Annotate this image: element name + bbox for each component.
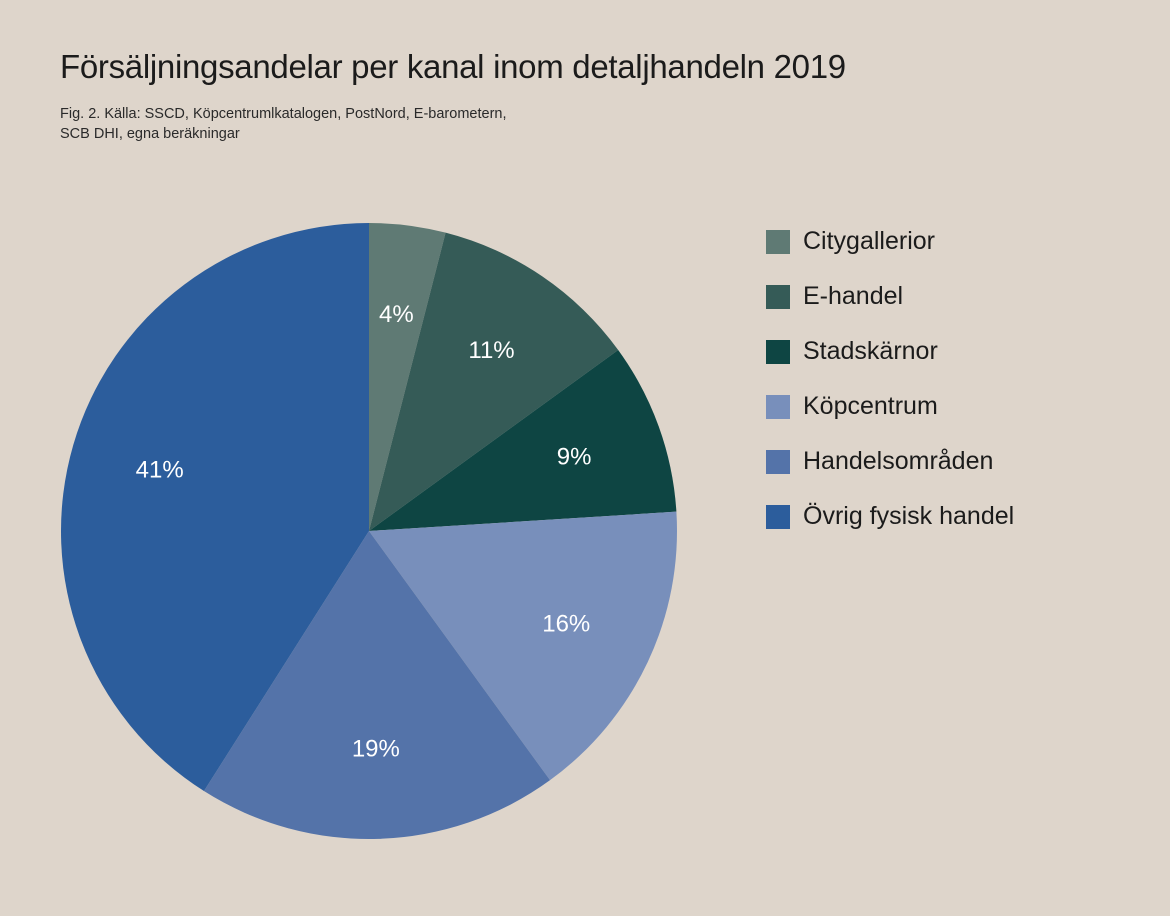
chart-caption: Fig. 2. Källa: SSCD, Köpcentrumlkataloge…: [60, 104, 506, 144]
legend-label-citygallerior: Citygallerior: [803, 227, 935, 255]
pie-slice-kopcentrum: [369, 511, 677, 781]
legend-item-handelsomraden: Handelsområden: [766, 434, 1014, 489]
pie-slice-e-handel: [369, 232, 619, 531]
slice-label-citygallerior: 4%: [379, 301, 414, 328]
legend-swatch-kopcentrum: [766, 394, 790, 419]
legend-swatch-stadskarnor: [766, 339, 790, 364]
pie-slice-ovrig-fysisk-handel: [60, 223, 369, 792]
legend-item-ovrig-fysisk-handel: Övrig fysisk handel: [766, 489, 1014, 544]
legend-item-stadskarnor: Stadskärnor: [766, 324, 1014, 379]
legend-label-e-handel: E-handel: [803, 282, 904, 310]
legend-label-ovrig-fysisk-handel: Övrig fysisk handel: [803, 502, 1015, 530]
legend-item-kopcentrum: Köpcentrum: [766, 379, 1014, 434]
pie-slice-citygallerior: [369, 223, 446, 531]
caption-line-2: SCB DHI, egna beräkningar: [60, 126, 240, 142]
caption-line-1: Fig. 2. Källa: SSCD, Köpcentrumlkataloge…: [60, 106, 507, 122]
legend-swatch-handelsomraden: [766, 449, 790, 474]
slice-label-stadskarnor: 9%: [557, 444, 592, 471]
legend-item-e-handel: E-handel: [766, 269, 1014, 324]
legend-swatch-ovrig-fysisk-handel: [766, 504, 790, 529]
legend-label-kopcentrum: Köpcentrum: [803, 392, 938, 420]
legend-swatch-citygallerior: [766, 229, 790, 254]
pie-slice-handelsomraden: [203, 531, 551, 839]
pie-slice-stadskarnor: [369, 349, 677, 531]
legend-label-stadskarnor: Stadskärnor: [803, 337, 938, 365]
legend-item-citygallerior: Citygallerior: [766, 214, 1014, 269]
legend-label-handelsomraden: Handelsområden: [803, 447, 994, 475]
slice-label-ovrig-fysisk-handel: 41%: [136, 457, 184, 484]
chart-legend: Citygallerior E-handel Stadskärnor Köpcentr…: [766, 214, 1014, 544]
slice-label-e-handel: 11%: [468, 337, 514, 364]
legend-swatch-e-handel: [766, 284, 790, 309]
slice-label-handelsomraden: 19%: [352, 735, 400, 762]
chart-title: Försäljningsandelar per kanal inom detal…: [60, 48, 846, 85]
slice-label-kopcentrum: 16%: [542, 610, 590, 637]
